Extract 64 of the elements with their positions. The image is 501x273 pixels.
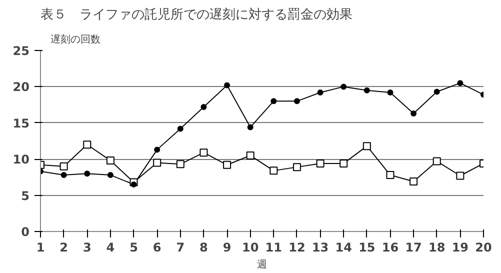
x-tick-label: 3	[82, 240, 92, 254]
point	[294, 98, 300, 104]
y-tick-label: 25	[12, 44, 30, 58]
x-tick-label: 5	[130, 240, 138, 254]
x-tick-label: 4	[106, 240, 115, 254]
x-tick-label: 14	[335, 240, 352, 254]
x-axis-title: 週	[257, 260, 267, 270]
x-tick-label: 20	[475, 240, 492, 254]
point	[84, 170, 90, 177]
point	[340, 159, 348, 168]
point	[410, 110, 417, 116]
point	[200, 148, 208, 157]
x-tick-label: 15	[358, 240, 376, 254]
x-tick-label: 10	[242, 240, 259, 254]
chart-title: 表５ ライファの託児所での遅刻に対する罰金の効果	[40, 6, 352, 22]
point	[106, 156, 114, 165]
y-tick-label: 20	[12, 80, 30, 94]
point	[154, 146, 160, 153]
point	[176, 160, 184, 168]
x-tick-label: 12	[288, 240, 306, 254]
point	[177, 126, 184, 132]
point	[200, 104, 207, 110]
y-axis-title: 遅刻の回数	[50, 34, 100, 46]
point	[247, 124, 254, 130]
point	[83, 140, 92, 149]
point	[60, 172, 67, 178]
point	[270, 166, 278, 175]
x-tick-label: 19	[452, 240, 469, 254]
y-tick-label: 15	[12, 116, 30, 130]
x-tick-label: 6	[152, 240, 162, 254]
point	[386, 171, 394, 180]
x-tick-label: 16	[382, 240, 399, 254]
x-tick-label: 1	[36, 240, 45, 254]
x-tick-label: 11	[265, 240, 282, 254]
point	[434, 88, 440, 95]
point	[340, 84, 347, 90]
point	[364, 87, 370, 94]
point	[387, 89, 394, 96]
x-tick-label: 7	[176, 240, 185, 254]
point	[107, 172, 114, 178]
point	[456, 172, 464, 180]
x-tick-label: 17	[405, 240, 422, 254]
x-tick-label: 8	[200, 240, 208, 254]
point	[432, 157, 441, 166]
y-tick-label: 0	[21, 225, 30, 239]
point	[457, 80, 464, 86]
point	[292, 163, 301, 172]
point	[223, 160, 232, 169]
point	[317, 89, 324, 96]
point	[60, 162, 68, 170]
x-tick-label: 13	[312, 240, 329, 254]
x-tick-label: 9	[222, 240, 232, 254]
point	[153, 158, 162, 167]
point	[246, 151, 254, 160]
point	[224, 82, 230, 88]
x-tick-label: 18	[428, 240, 446, 254]
point	[130, 181, 137, 188]
point	[316, 159, 324, 168]
x-tick-label: 2	[60, 240, 68, 254]
point	[270, 98, 277, 104]
y-tick-label: 5	[21, 188, 30, 203]
point	[410, 178, 418, 186]
point	[362, 142, 371, 150]
y-tick-label: 10	[12, 152, 30, 167]
